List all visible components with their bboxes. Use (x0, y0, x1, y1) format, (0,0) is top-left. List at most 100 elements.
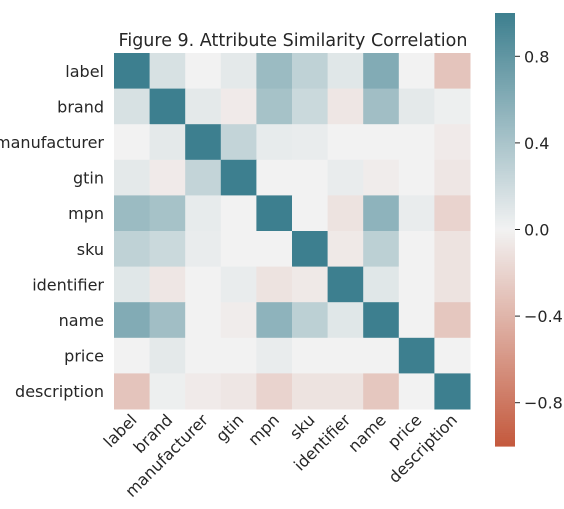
colorbar-slice (495, 318, 515, 322)
colorbar-slice (495, 240, 515, 244)
heatmap-cell-identifier-label (114, 266, 151, 303)
heatmap-cell-identifier-brand (149, 266, 186, 303)
colorbar-slice (495, 251, 515, 254)
colorbar-slice (495, 106, 515, 109)
colorbar-slice (495, 197, 515, 200)
heatmap-cell-brand-identifier (327, 88, 364, 125)
colorbar-slice (495, 385, 515, 389)
colorbar-slice (495, 203, 515, 207)
colorbar-slice (495, 88, 515, 92)
colorbar-slice (495, 346, 515, 350)
heatmap-cell-brand-manufacturer (185, 88, 222, 125)
heatmap-cell-mpn-label (114, 195, 151, 232)
heatmap-cell-name-manufacturer (185, 302, 222, 339)
colorbar-slice (495, 192, 515, 196)
colorbar-slice (495, 207, 515, 211)
colorbar-slice (495, 290, 515, 293)
colorbar-slice (495, 73, 515, 77)
colorbar-slice (495, 110, 515, 114)
colorbar-tick-label: 0.8 (524, 47, 549, 66)
heatmap-cell-gtin-gtin (220, 159, 257, 196)
colorbar-slice (495, 119, 515, 122)
heatmap-cell-price-manufacturer (185, 337, 222, 374)
colorbar-slice (495, 411, 515, 415)
colorbar-slice (495, 225, 515, 228)
colorbar-slice (495, 49, 515, 53)
x-tick-label-gtin: gtin (212, 410, 247, 445)
colorbar-slice (495, 422, 515, 425)
colorbar-slice (495, 166, 515, 170)
heatmap-cell-sku-sku (292, 231, 329, 268)
heatmap-cell-sku-label (114, 231, 151, 268)
heatmap-cell-sku-brand (149, 231, 186, 268)
colorbar-slice (495, 51, 515, 55)
heatmap-cell-manufacturer-price (398, 124, 435, 161)
heatmap-cell-name-name (363, 302, 400, 339)
colorbar-slice (495, 398, 515, 402)
heatmap-cell-label-description (434, 53, 471, 90)
colorbar-slice (495, 171, 515, 174)
colorbar-slice (495, 212, 515, 215)
heatmap-cell-gtin-mpn (256, 159, 293, 196)
heatmap-cell-price-price (398, 337, 435, 374)
heatmap-cell-sku-manufacturer (185, 231, 222, 268)
colorbar-slice (495, 60, 515, 64)
heatmap-cell-mpn-brand (149, 195, 186, 232)
colorbar-slice (495, 300, 515, 304)
colorbar-slice (495, 313, 515, 317)
heatmap-cell-name-description (434, 302, 471, 339)
colorbar-slice (495, 233, 515, 237)
y-tick-label-mpn: mpn (68, 204, 104, 223)
heatmap-cell-brand-gtin (220, 88, 257, 125)
heatmap-cell-sku-identifier (327, 231, 364, 268)
colorbar-slice (495, 287, 515, 291)
heatmap-cell-identifier-description (434, 266, 471, 303)
colorbar-tick-label: −0.4 (524, 307, 563, 326)
colorbar-slice (495, 266, 515, 270)
y-tick-label-gtin: gtin (73, 169, 104, 188)
colorbar-slice (495, 153, 515, 157)
colorbar-slice (495, 71, 515, 75)
colorbar-slice (495, 145, 515, 148)
heatmap-cell-gtin-name (363, 159, 400, 196)
colorbar-slice (495, 417, 515, 421)
colorbar-slice (495, 86, 515, 90)
heatmap-cell-identifier-sku (292, 266, 329, 303)
colorbar-slice (495, 205, 515, 209)
colorbar-slice (495, 283, 515, 287)
colorbar-slice (495, 435, 515, 438)
colorbar-slice (495, 242, 515, 246)
colorbar-slice (495, 36, 515, 40)
chart-title: Figure 9. Attribute Similarity Correlati… (119, 31, 468, 51)
colorbar-slice (495, 255, 515, 259)
colorbar-slice (495, 387, 515, 391)
colorbar-slice (495, 97, 515, 101)
colorbar-slice (495, 64, 515, 68)
heatmap-cell-gtin-label (114, 159, 151, 196)
colorbar-tick-label: 0.0 (524, 221, 549, 240)
heatmap-cell-description-description (434, 373, 471, 410)
colorbar-slice (495, 147, 515, 150)
colorbar-slice (495, 437, 515, 441)
heatmap-cell-mpn-name (363, 195, 400, 232)
colorbar-slice (495, 355, 515, 358)
colorbar-slice (495, 443, 515, 447)
colorbar-slice (495, 30, 515, 34)
heatmap-cell-identifier-gtin (220, 266, 257, 303)
colorbar-slice (495, 350, 515, 354)
colorbar-slice (495, 248, 515, 252)
y-tick-labels: label brand manufacturer gtin mpn sku identifi… (0, 62, 104, 401)
heatmap-cell-label-brand (149, 53, 186, 90)
y-tick-label-label: label (65, 62, 104, 81)
colorbar-slice (495, 342, 515, 345)
heatmap-cell-description-gtin (220, 373, 257, 410)
heatmap-cell-name-brand (149, 302, 186, 339)
colorbar-slice (495, 19, 515, 23)
colorbar-slice (495, 415, 515, 419)
colorbar-slice (495, 179, 515, 183)
colorbar-slice (495, 177, 515, 181)
colorbar-slice (495, 361, 515, 365)
colorbar-slice (495, 38, 515, 42)
colorbar-slice (495, 199, 515, 202)
